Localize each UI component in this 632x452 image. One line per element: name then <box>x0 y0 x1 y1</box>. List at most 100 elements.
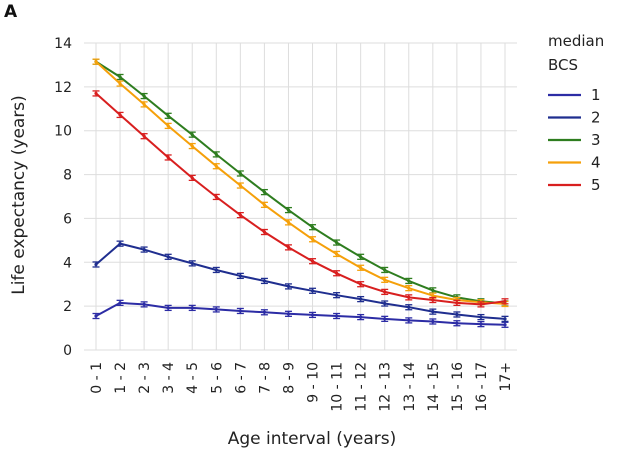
data-point <box>334 252 339 256</box>
data-point <box>334 293 339 297</box>
data-point <box>94 60 98 64</box>
data-point <box>310 289 315 293</box>
data-point <box>238 213 242 217</box>
x-tick-label: 5 - 6 <box>209 362 225 394</box>
data-point <box>334 240 339 245</box>
x-tick-labels: 0 - 1 1 - 2 2 - 3 3 - 4 4 - 5 5 - 6 6 - 7 7 - 8… <box>89 362 514 412</box>
data-point <box>407 286 411 290</box>
x-tick-label: 6 - 7 <box>233 362 249 394</box>
data-point <box>334 314 339 318</box>
data-point <box>310 237 315 241</box>
legend-title-line1: median <box>548 32 604 50</box>
data-point <box>310 313 315 317</box>
data-point <box>214 307 218 312</box>
y-axis-title: Life expectancy (years) <box>9 95 29 295</box>
series-lines <box>92 58 509 328</box>
data-point <box>431 298 435 302</box>
data-point <box>286 208 291 212</box>
data-point <box>431 294 435 298</box>
x-tick-label: 12 - 13 <box>378 362 394 412</box>
data-point <box>142 94 146 98</box>
series-line-4 <box>95 60 506 305</box>
x-tick-label: 14 - 15 <box>426 362 442 412</box>
data-point <box>142 134 146 138</box>
y-tick-labels: 0 2 4 6 8 10 12 14 <box>54 36 72 359</box>
x-tick-label: 9 - 10 <box>306 362 322 403</box>
data-point <box>310 259 315 263</box>
data-point <box>407 318 411 322</box>
data-point <box>334 271 339 275</box>
data-point <box>142 102 146 106</box>
series-line-1 <box>95 301 506 326</box>
data-point <box>94 91 98 96</box>
data-point <box>190 176 194 180</box>
data-point <box>142 302 146 306</box>
legend-title-line2: BCS <box>548 56 578 74</box>
data-point <box>359 315 363 319</box>
data-point <box>190 261 194 265</box>
data-point <box>166 255 170 259</box>
x-tick-label: 10 - 11 <box>330 362 346 412</box>
x-axis-title: Age interval (years) <box>228 429 397 449</box>
data-point <box>455 301 459 305</box>
data-point <box>479 302 483 306</box>
data-point <box>238 171 242 176</box>
data-point <box>359 297 363 301</box>
data-point <box>94 314 98 318</box>
data-point <box>262 279 267 283</box>
x-tick-label: 7 - 8 <box>257 362 273 394</box>
legend-label-3: 3 <box>591 131 601 149</box>
data-point <box>262 190 267 194</box>
data-point <box>383 290 387 294</box>
data-point <box>118 301 122 305</box>
x-tick-label: 16 - 17 <box>474 362 490 412</box>
data-point <box>503 323 507 327</box>
data-point <box>503 299 507 303</box>
data-point <box>383 301 387 306</box>
data-point <box>262 310 267 314</box>
data-point <box>286 220 291 224</box>
data-point <box>190 144 194 148</box>
x-tick-label: 2 - 3 <box>137 362 153 394</box>
x-tick-label: 1 - 2 <box>113 362 129 394</box>
series-line-5 <box>95 92 506 306</box>
data-point <box>383 268 387 272</box>
data-point <box>359 266 363 270</box>
x-tick-label: 15 - 16 <box>450 362 466 412</box>
data-point <box>94 262 98 267</box>
legend-label-2: 2 <box>591 109 601 127</box>
legend-label-4: 4 <box>591 154 601 172</box>
series-4 <box>92 58 509 308</box>
data-point <box>142 247 146 252</box>
data-point <box>503 317 507 321</box>
data-point <box>359 255 363 259</box>
x-tick-label: 11 - 12 <box>354 362 370 412</box>
data-point <box>118 113 122 117</box>
data-point <box>479 322 483 326</box>
data-point <box>286 284 291 289</box>
legend: median BCS 1 2 3 4 5 <box>548 32 604 194</box>
series-line-3 <box>95 60 506 305</box>
legend-label-5: 5 <box>591 176 601 194</box>
data-point <box>166 155 170 160</box>
y-tick-label: 6 <box>63 211 72 227</box>
data-point <box>166 124 170 128</box>
data-point <box>238 183 242 188</box>
y-tick-label: 4 <box>63 255 72 271</box>
series-2 <box>92 240 509 323</box>
data-point <box>407 295 411 299</box>
data-point <box>359 282 363 286</box>
data-point <box>310 225 315 229</box>
data-point <box>286 245 291 249</box>
data-point <box>214 164 218 168</box>
x-tick-label: 3 - 4 <box>161 362 177 394</box>
data-point <box>262 203 267 207</box>
x-tick-label: 4 - 5 <box>185 362 201 394</box>
data-point <box>407 279 411 283</box>
data-point <box>214 195 218 199</box>
data-point <box>118 81 122 86</box>
data-point <box>431 310 435 314</box>
data-point <box>214 268 218 272</box>
gridlines <box>84 42 517 351</box>
